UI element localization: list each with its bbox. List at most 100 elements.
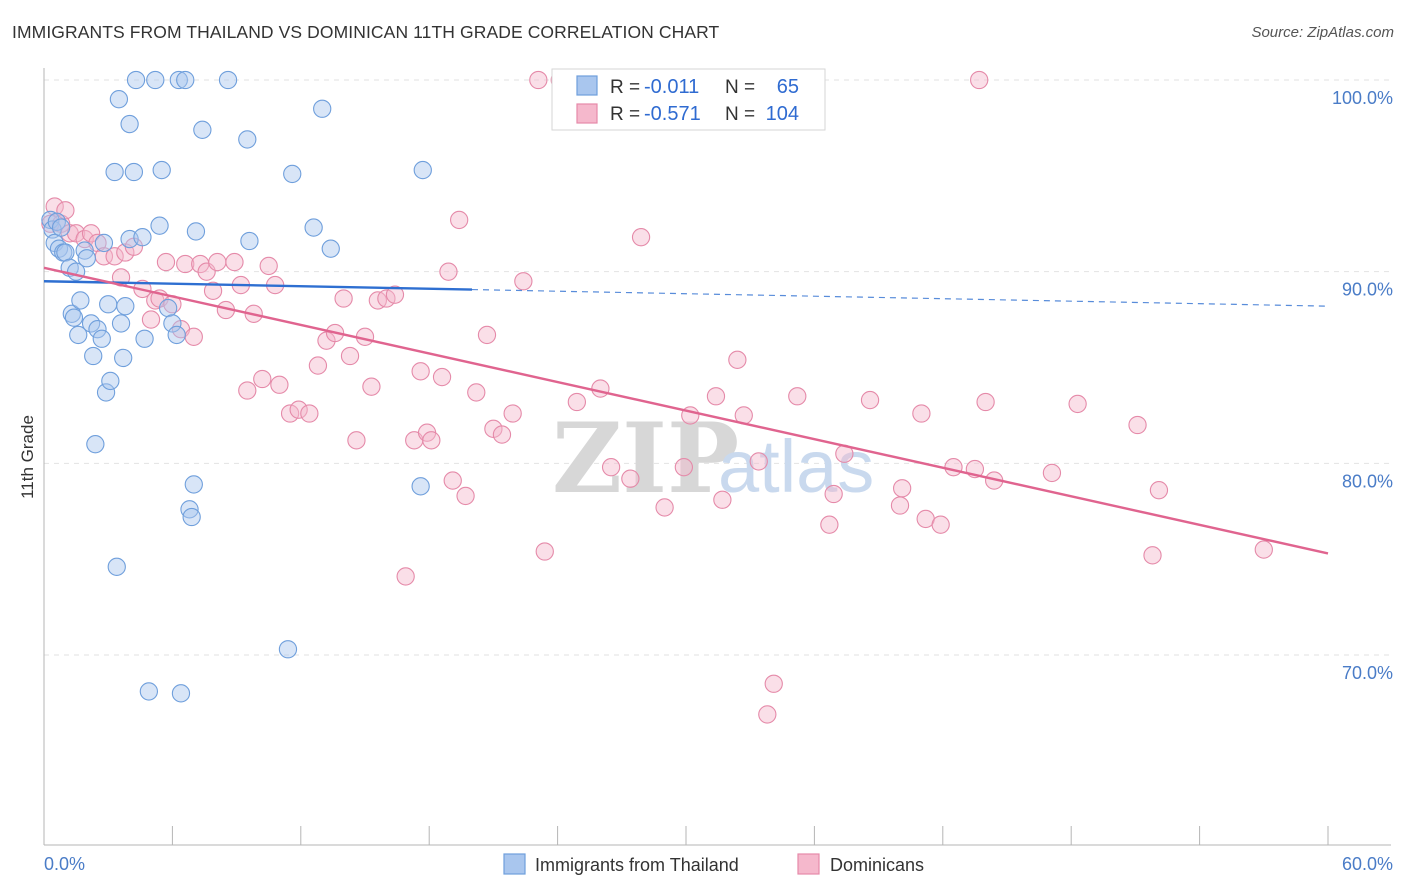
thailand-point-30 — [116, 297, 135, 316]
thailand-point-38 — [146, 70, 165, 90]
thailand-point-12 — [69, 325, 88, 345]
thailand-point-29 — [114, 348, 133, 368]
dominican-point-46 — [362, 377, 381, 396]
thailand-point-61 — [411, 477, 430, 496]
dominican-point-89 — [890, 496, 910, 515]
dominican-point-101 — [1128, 415, 1147, 435]
thailand-point-53 — [238, 130, 257, 149]
dominican-point-73 — [631, 228, 651, 247]
stats-r-value-thailand: -0.011 — [644, 76, 699, 98]
dominican-point-94 — [944, 458, 963, 477]
source-credit: Source: ZipAtlas.com — [1251, 24, 1394, 41]
dominican-point-22 — [184, 327, 203, 346]
thailand-point-13 — [71, 291, 90, 310]
dominican-point-30 — [238, 381, 257, 400]
stats-r-label-dominican: R = — [610, 104, 640, 125]
thailand-point-18 — [86, 435, 105, 454]
thailand-point-33 — [124, 162, 144, 182]
legend-label-dominican: Dominicans — [830, 855, 924, 875]
thailand-point-47 — [180, 500, 199, 519]
dominicans-points — [41, 70, 1273, 724]
dominican-point-78 — [713, 490, 732, 509]
chart-title: IMMIGRANTS FROM THAILAND VS DOMINICAN 11… — [12, 22, 720, 42]
dominican-point-52 — [411, 362, 430, 381]
thailand-point-14 — [75, 241, 94, 260]
dominican-point-25 — [203, 281, 223, 300]
stats-n-value-thailand: 65 — [777, 76, 799, 98]
dominican-point-33 — [259, 256, 278, 276]
thailand-point-39 — [150, 216, 169, 235]
dominican-point-64 — [503, 404, 522, 423]
y-tick-label-80: 80.0% — [1342, 471, 1393, 491]
dominican-point-38 — [300, 404, 319, 423]
dominican-point-39 — [308, 356, 328, 375]
dominican-point-75 — [674, 458, 694, 477]
series-legend: Immigrants from Thailand Dominicans — [503, 853, 924, 875]
thailand-point-7 — [56, 243, 75, 262]
dominican-point-59 — [456, 486, 475, 506]
dominican-point-102 — [1143, 546, 1162, 565]
dominican-point-10 — [105, 247, 124, 266]
dominican-point-88 — [860, 390, 880, 410]
thailand-point-45 — [171, 684, 191, 703]
dominican-point-71 — [601, 458, 621, 477]
dominican-point-104 — [1254, 540, 1273, 559]
thailand-point-28 — [111, 314, 131, 333]
thailand-point-22 — [96, 383, 116, 402]
thailand-point-55 — [283, 164, 302, 184]
dominican-point-32 — [253, 369, 272, 389]
thailand-trend-dashed — [471, 288, 1329, 307]
thailand-point-60 — [413, 160, 432, 180]
thailand-point-48 — [182, 507, 201, 527]
thailand-point-23 — [99, 295, 118, 314]
dominican-point-15 — [141, 310, 161, 329]
legend-swatch-thailand — [503, 853, 526, 875]
dominican-point-81 — [758, 705, 777, 724]
dominican-point-58 — [450, 210, 469, 230]
dominican-point-66 — [529, 70, 548, 90]
stats-r-value-dominican: -0.571 — [644, 103, 701, 125]
y-tick-label-70: 70.0% — [1342, 663, 1393, 683]
dominican-point-61 — [477, 325, 497, 345]
dominican-point-36 — [280, 404, 300, 423]
thailand-point-41 — [158, 298, 178, 318]
dominican-point-43 — [340, 346, 360, 366]
legend-swatch-dominican — [797, 853, 820, 875]
dominican-point-18 — [156, 252, 176, 272]
dominican-point-70 — [591, 379, 610, 398]
y-tick-label-100: 100.0% — [1332, 88, 1393, 108]
thailand-point-59 — [321, 239, 340, 258]
dominican-point-28 — [225, 252, 244, 272]
dominican-point-26 — [208, 252, 227, 272]
thailand-point-42 — [163, 314, 182, 333]
dominican-point-65 — [514, 272, 533, 291]
dominican-point-93 — [931, 515, 950, 534]
gridlines — [44, 79, 1391, 656]
stats-swatch-thailand — [576, 75, 598, 96]
dominican-point-48 — [377, 289, 396, 308]
thailand-point-37 — [139, 682, 159, 701]
thailand-point-19 — [88, 320, 107, 339]
y-axis-label: 11th Grade — [18, 415, 37, 499]
dominican-point-68 — [535, 542, 554, 561]
thailand-point-40 — [152, 160, 171, 180]
thailand-point-52 — [218, 70, 238, 90]
watermark-atlas: atlas — [718, 425, 874, 508]
dominican-point-83 — [764, 674, 783, 693]
dominican-point-74 — [655, 498, 674, 517]
thailand-point-44 — [169, 70, 188, 90]
y-tick-labels: 70.0% 80.0% 90.0% 100.0% — [1332, 88, 1393, 683]
dominican-point-49 — [385, 285, 405, 304]
x-ticks — [171, 826, 1329, 845]
dominican-point-90 — [892, 479, 912, 498]
dominican-point-42 — [334, 289, 353, 308]
dominican-point-77 — [706, 387, 726, 406]
dominican-point-63 — [492, 425, 512, 444]
dominican-trend — [43, 266, 1329, 555]
stats-r-label-thailand: R = — [610, 77, 640, 98]
thailand-point-54 — [240, 231, 259, 251]
thailand-point-26 — [107, 557, 126, 576]
stats-n-label-dominican: N = — [725, 104, 755, 125]
thailand-point-51 — [193, 120, 212, 139]
